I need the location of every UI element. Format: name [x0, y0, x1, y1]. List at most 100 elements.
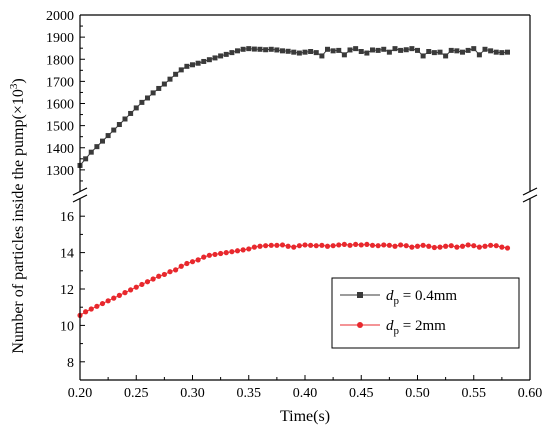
data-point-square [150, 90, 156, 96]
data-point-square [482, 46, 488, 52]
axis-break-mark-right-top [522, 187, 538, 196]
data-point-circle [459, 243, 466, 249]
data-point-circle [465, 242, 471, 248]
data-point-circle [420, 242, 426, 248]
data-point-circle [206, 252, 212, 258]
data-point-circle [240, 247, 246, 253]
data-point-square [465, 47, 471, 53]
x-tick-label: 0.30 [180, 386, 205, 401]
data-point-square [296, 50, 302, 56]
data-point-square [398, 47, 404, 53]
y-lower-tick-label: 12 [60, 283, 74, 298]
y-upper-tick-label: 1800 [46, 53, 74, 68]
data-point-circle [234, 248, 241, 254]
data-point-square [257, 46, 263, 52]
data-point-square [341, 52, 347, 58]
data-point-circle [324, 243, 331, 249]
data-point-square [156, 85, 162, 91]
data-point-circle [375, 243, 381, 249]
data-point-square [206, 57, 212, 63]
data-point-square [454, 48, 460, 54]
data-point-square [94, 144, 100, 150]
legend-sub-0: p [394, 295, 400, 307]
data-point-circle [369, 242, 376, 248]
data-point-square [145, 95, 150, 101]
data-point-square [353, 46, 359, 52]
data-point-square [325, 46, 330, 52]
data-point-circle [251, 244, 257, 250]
data-point-circle [296, 243, 302, 249]
legend-label-0: dp = 0.4mm [386, 288, 457, 307]
legend: dp = 0.4mm dp = 2mm [331, 277, 520, 349]
data-point-circle [437, 244, 443, 250]
data-point-square [268, 46, 274, 52]
data-point-circle [443, 243, 449, 249]
legend-sub-1: p [394, 325, 400, 337]
data-point-circle [122, 290, 128, 296]
data-point-square [251, 46, 257, 52]
data-point-circle [128, 287, 134, 293]
data-point-circle [302, 242, 308, 248]
data-point-circle [88, 306, 94, 312]
data-point-square [302, 49, 308, 55]
legend-box [331, 277, 520, 349]
data-point-circle [218, 250, 224, 257]
data-point-circle [308, 242, 314, 248]
data-point-circle [257, 243, 263, 249]
data-point-square [139, 99, 145, 105]
data-point-square [173, 71, 179, 77]
data-point-square [83, 156, 89, 162]
y-lower-tick-label: 14 [60, 247, 74, 262]
data-point-square [240, 46, 246, 52]
data-point-circle [381, 242, 387, 248]
data-point-square [167, 76, 173, 82]
x-tick-label: 0.40 [293, 386, 318, 401]
data-point-circle [403, 243, 409, 249]
data-point-circle [476, 244, 482, 250]
data-point-square [212, 55, 218, 61]
data-point-square [111, 127, 117, 133]
x-tick-label: 0.35 [237, 386, 262, 401]
data-point-square [448, 47, 454, 53]
data-point-circle [504, 245, 511, 251]
data-point-circle [392, 243, 398, 249]
data-point-circle [161, 271, 167, 278]
data-point-circle [99, 300, 106, 307]
data-point-circle [347, 242, 353, 248]
data-point-square [347, 47, 353, 53]
data-point-circle [336, 242, 342, 248]
legend-marker-0 [357, 292, 363, 298]
data-point-circle [448, 243, 454, 249]
data-point-square [313, 50, 319, 56]
x-tick-label: 0.60 [518, 386, 543, 401]
data-point-circle [279, 242, 286, 248]
data-point-square [443, 53, 449, 59]
data-point-circle [330, 243, 336, 249]
data-point-circle [229, 249, 235, 255]
data-point-square [370, 47, 375, 53]
y-axis-title-main: Number of particles inside the pump(×10 [10, 89, 27, 354]
data-point-circle [212, 251, 218, 258]
data-point-circle [184, 260, 190, 267]
data-point-square [460, 49, 465, 55]
y-upper-tick-label: 1500 [46, 120, 74, 135]
legend-rest-0: = 0.4mm [399, 288, 457, 304]
y-upper-tick-label: 1700 [46, 75, 74, 90]
data-point-square [201, 58, 207, 64]
y-axis-title: Number of particles inside the pump(×103… [8, 78, 27, 353]
data-point-circle [471, 243, 477, 249]
series-line-0 [79, 48, 508, 166]
data-point-circle [189, 259, 196, 265]
data-point-square [223, 51, 229, 57]
axis-break-mark-left-bottom [72, 194, 88, 203]
data-point-circle [156, 273, 162, 279]
data-point-circle [195, 257, 201, 263]
data-point-square [431, 50, 437, 56]
data-point-square [291, 49, 297, 55]
data-point-circle [482, 243, 488, 249]
data-point-square [381, 46, 387, 52]
y-upper-tick-label: 1600 [46, 98, 74, 113]
data-point-square [426, 49, 432, 55]
data-point-circle [94, 303, 100, 309]
data-point-circle [285, 243, 291, 249]
